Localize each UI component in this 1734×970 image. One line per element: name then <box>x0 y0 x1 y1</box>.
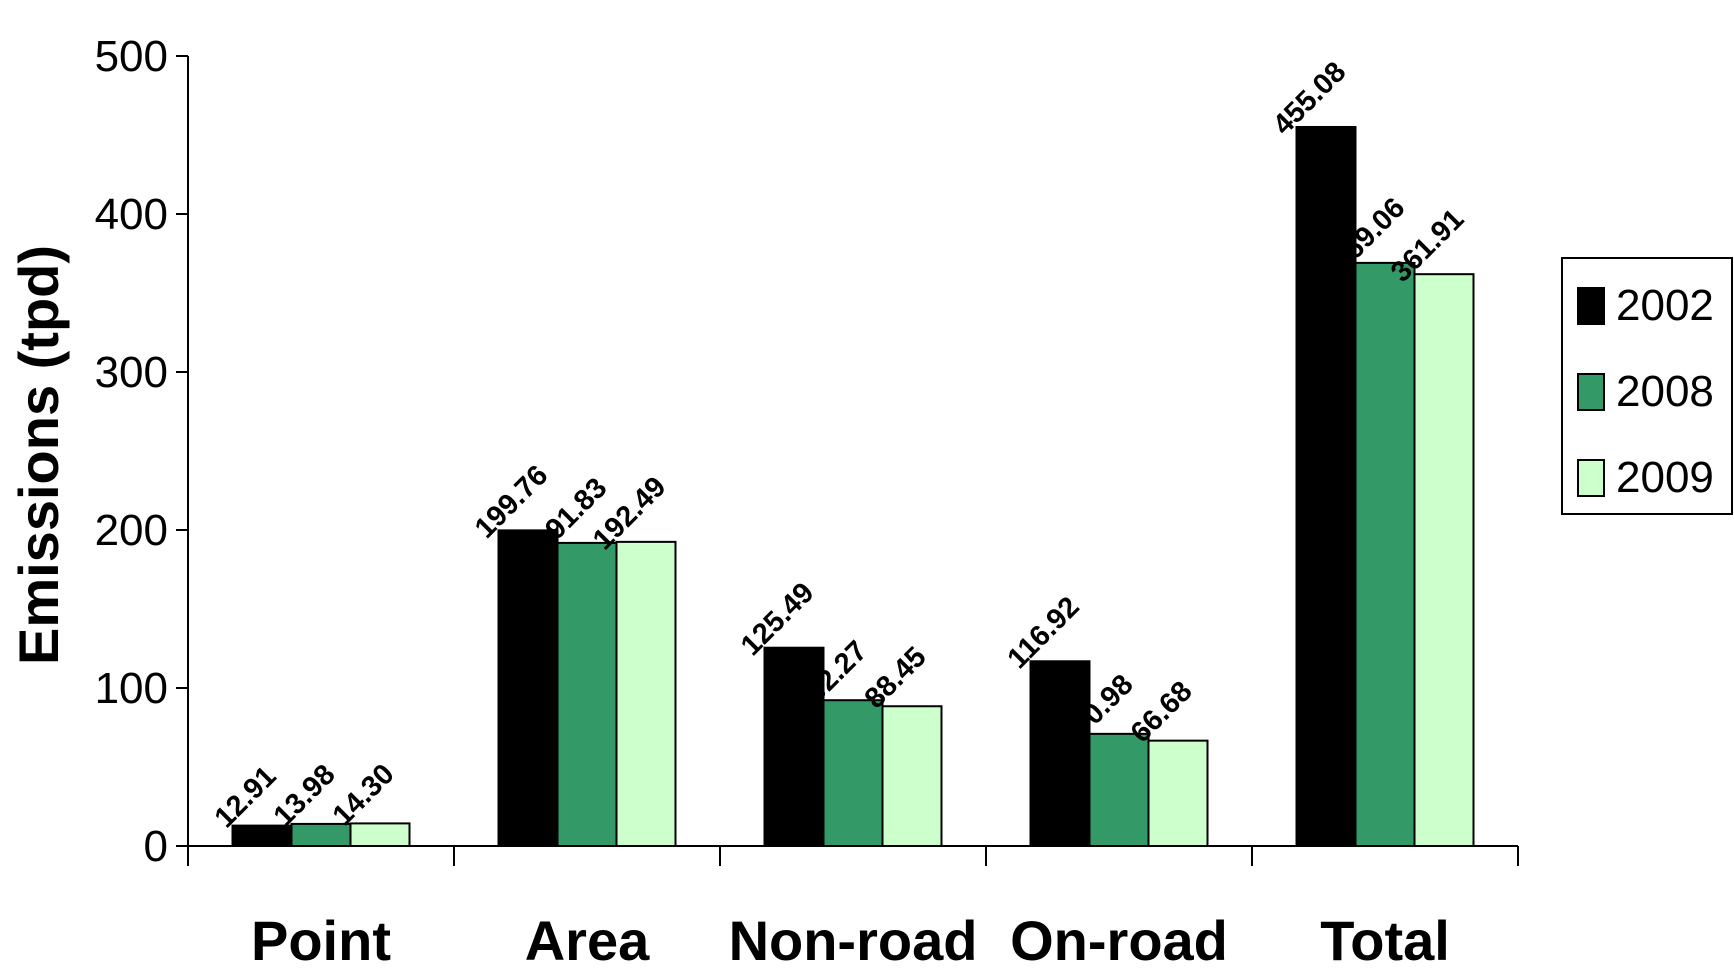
x-tick-label: Non-road <box>729 909 978 970</box>
bar-2009-total <box>1413 273 1475 847</box>
bar-2009-point <box>349 822 411 848</box>
legend-swatch <box>1577 373 1605 411</box>
bar-2009-on-road <box>1147 739 1209 848</box>
y-tick-label: 300 <box>95 348 168 397</box>
bar-2009-area <box>615 540 677 847</box>
data-label: 88.45 <box>859 641 933 715</box>
y-axis-title: Emissions (tpd) <box>7 245 70 665</box>
legend: 2002 2008 2009 <box>1561 257 1733 515</box>
bar-2009-non-road <box>881 705 943 848</box>
y-tick-label: 100 <box>95 664 168 713</box>
bar-2008-area <box>556 541 618 848</box>
x-tick-labels: Point Area Non-road On-road Total <box>251 909 1450 970</box>
legend-swatch <box>1577 459 1605 497</box>
x-tick-label: Area <box>525 909 650 970</box>
bar-2008-total <box>1354 261 1416 847</box>
legend-label: 2008 <box>1616 367 1714 416</box>
axes: 0 100 200 300 400 500 <box>95 32 1519 871</box>
bar-2002-point <box>231 824 293 847</box>
y-tick-label: 0 <box>144 822 168 871</box>
legend-swatch <box>1577 287 1605 325</box>
data-label: 66.68 <box>1125 675 1199 749</box>
x-tick-label: On-road <box>1010 909 1228 970</box>
y-tick-label: 400 <box>95 190 168 239</box>
x-tick-label: Point <box>251 909 391 970</box>
bar-2002-on-road <box>1029 660 1091 848</box>
bar-2008-non-road <box>822 699 884 847</box>
data-label: 13.98 <box>268 759 342 833</box>
bar-2002-non-road <box>763 646 825 848</box>
bar-2008-point <box>290 822 352 848</box>
y-tick-label: 200 <box>95 506 168 555</box>
bar-2002-total <box>1295 125 1357 848</box>
x-tick-label: Total <box>1320 909 1450 970</box>
bars <box>231 125 1475 848</box>
y-tick-label: 500 <box>95 32 168 81</box>
legend-label: 2009 <box>1616 453 1714 502</box>
data-label: 12.91 <box>209 760 283 834</box>
bar-2002-area <box>497 529 559 847</box>
bar-2008-on-road <box>1088 732 1150 848</box>
data-label: 14.30 <box>327 758 401 832</box>
legend-label: 2002 <box>1616 281 1714 330</box>
